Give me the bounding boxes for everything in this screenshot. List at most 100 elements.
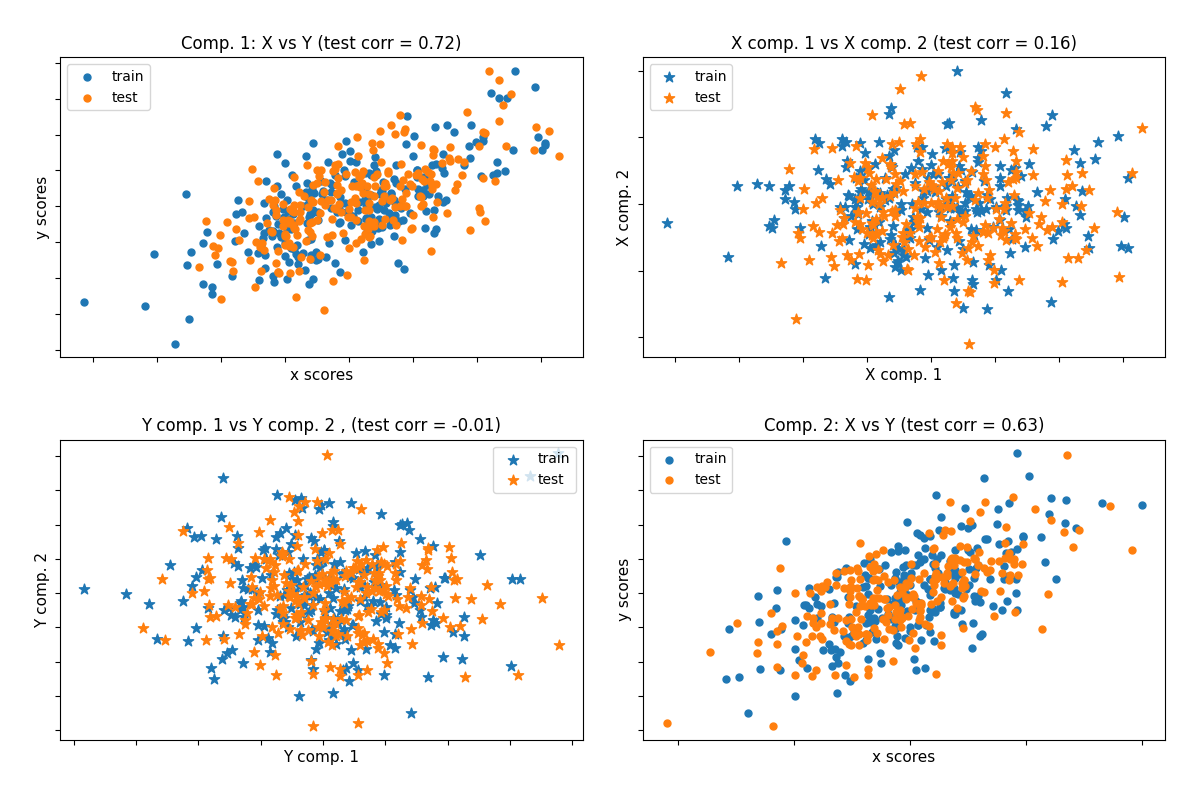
Y-axis label: y scores: y scores (35, 175, 49, 238)
train (230, 603, 250, 616)
train (274, 202, 293, 215)
test (340, 202, 359, 215)
Title: X comp. 1 vs X comp. 2 (test corr = 0.16): X comp. 1 vs X comp. 2 (test corr = 0.16… (731, 34, 1078, 53)
train (240, 562, 259, 574)
train (284, 586, 304, 598)
test (390, 179, 409, 192)
test (1052, 215, 1072, 228)
test (289, 214, 308, 227)
train (304, 203, 323, 216)
test (341, 590, 360, 603)
train (410, 604, 430, 617)
test (856, 627, 875, 640)
test (1132, 122, 1151, 134)
test (860, 597, 880, 610)
train (871, 235, 890, 248)
test (217, 215, 236, 228)
test (979, 253, 998, 266)
train (370, 235, 389, 248)
test (943, 576, 962, 589)
test (1001, 216, 1020, 229)
train (433, 651, 452, 664)
test (263, 226, 282, 238)
train (938, 118, 958, 130)
test (269, 626, 288, 639)
train (942, 174, 961, 187)
train (847, 622, 866, 634)
test (901, 571, 920, 584)
train (857, 617, 876, 630)
train (336, 603, 355, 616)
train (882, 613, 901, 626)
train (269, 226, 288, 239)
test (850, 590, 869, 602)
test (862, 598, 881, 611)
test (1042, 514, 1061, 526)
test (446, 178, 466, 190)
train (288, 574, 307, 586)
test (331, 184, 350, 197)
train (296, 150, 316, 162)
train (354, 590, 373, 603)
test (307, 554, 326, 567)
test (923, 542, 942, 555)
train (284, 242, 304, 255)
train (836, 562, 856, 574)
test (242, 581, 262, 594)
train (1000, 223, 1019, 236)
train (254, 620, 274, 633)
Y-axis label: y scores: y scores (617, 558, 632, 622)
test (912, 597, 931, 610)
test (401, 623, 420, 636)
test (266, 257, 286, 270)
test (359, 203, 378, 216)
train (961, 546, 980, 558)
train (536, 137, 556, 150)
train (341, 144, 360, 157)
train (887, 256, 906, 269)
test (964, 230, 983, 242)
train (422, 158, 442, 171)
train (887, 566, 906, 579)
train (762, 222, 781, 234)
test (905, 248, 924, 261)
train (301, 604, 320, 617)
train (256, 541, 275, 554)
train (805, 133, 824, 146)
test (276, 230, 295, 242)
train (908, 603, 928, 616)
train (382, 188, 401, 201)
test (342, 180, 361, 193)
train (914, 252, 934, 265)
train (314, 543, 334, 556)
train (959, 579, 978, 592)
test (914, 567, 934, 580)
test (953, 622, 972, 634)
test (938, 158, 958, 171)
train (401, 583, 420, 596)
train (116, 588, 136, 601)
test (385, 128, 404, 141)
test (874, 206, 893, 218)
train (940, 214, 959, 227)
train (301, 232, 320, 245)
train (967, 206, 986, 219)
test (958, 541, 977, 554)
test (268, 589, 287, 602)
test (856, 600, 875, 613)
test (1007, 166, 1026, 179)
train (384, 230, 403, 242)
train (935, 582, 954, 595)
test (210, 229, 229, 242)
train (962, 274, 982, 287)
test (313, 527, 332, 540)
test (227, 223, 246, 236)
train (280, 566, 299, 579)
train (377, 197, 396, 210)
train (419, 670, 438, 683)
train (931, 510, 950, 523)
train (350, 575, 370, 588)
train (276, 156, 295, 169)
train (335, 626, 354, 638)
test (862, 178, 881, 191)
